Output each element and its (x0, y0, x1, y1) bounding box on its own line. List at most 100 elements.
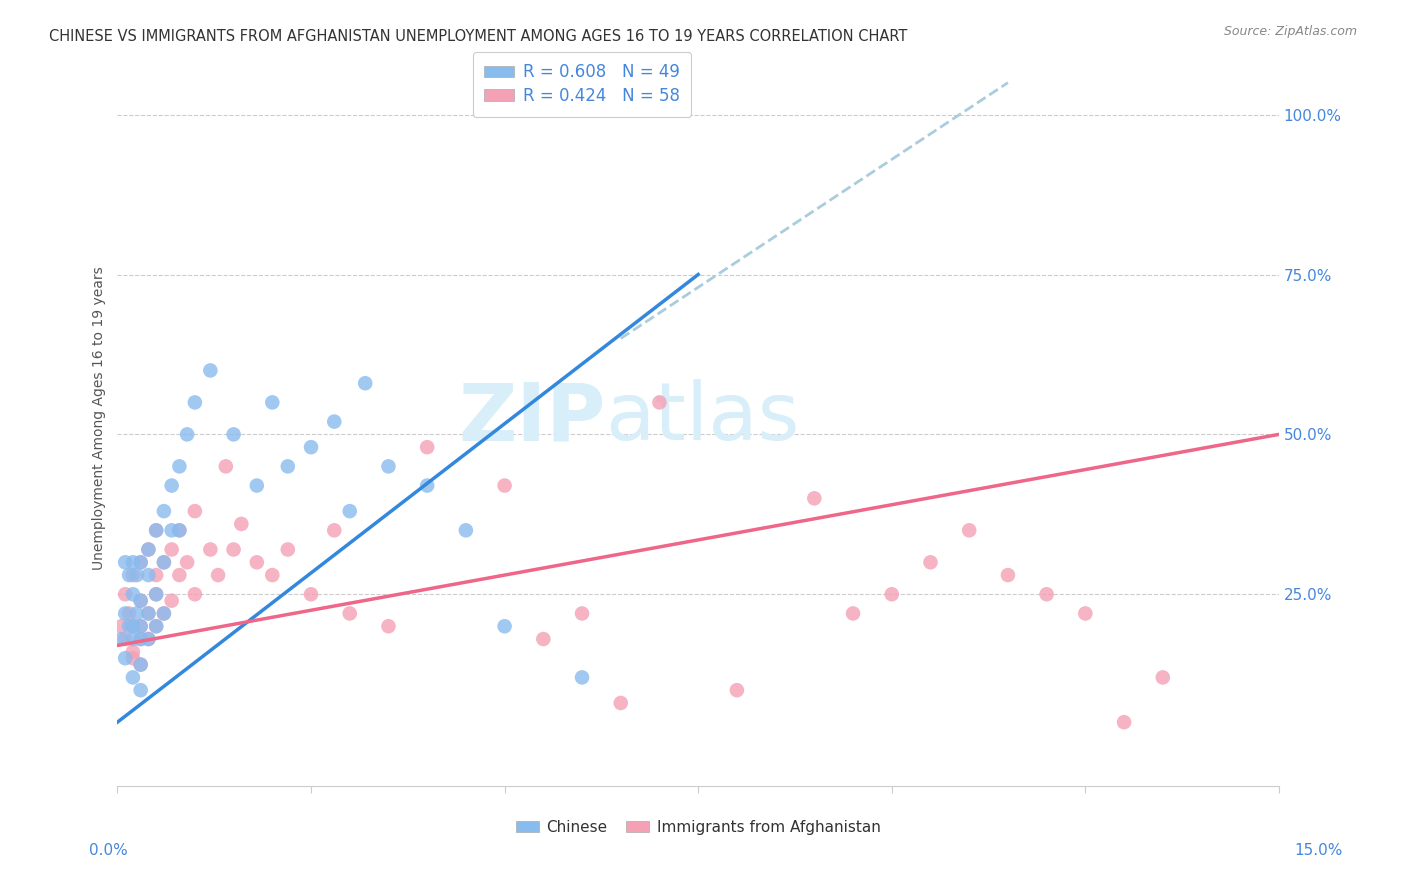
Point (277, 542, 299, 557)
Text: ZIP: ZIP (458, 379, 605, 458)
Point (129, 593, 152, 607)
Point (129, 619, 152, 633)
Point (129, 657, 152, 672)
Point (531, 632, 554, 646)
Point (920, 555, 942, 569)
Point (153, 607, 176, 621)
Point (377, 459, 399, 474)
Point (1112, 715, 1135, 730)
Point (138, 542, 160, 557)
Point (880, 587, 903, 601)
Text: atlas: atlas (605, 379, 800, 458)
Point (145, 524, 167, 538)
Point (129, 683, 152, 698)
Point (222, 427, 245, 442)
Point (803, 491, 825, 506)
Point (129, 632, 152, 646)
Point (176, 427, 198, 442)
Point (184, 504, 207, 518)
Point (160, 478, 183, 492)
Point (299, 440, 322, 454)
Point (153, 607, 176, 621)
Y-axis label: Unemployment Among Ages 16 to 19 years: Unemployment Among Ages 16 to 19 years (93, 267, 107, 570)
Point (842, 607, 865, 621)
Point (262, 568, 284, 582)
Point (138, 632, 160, 646)
Point (169, 568, 191, 582)
Point (339, 607, 361, 621)
Point (416, 478, 439, 492)
Text: 0.0%: 0.0% (89, 843, 128, 858)
Point (129, 619, 152, 633)
Point (138, 542, 160, 557)
Point (957, 524, 980, 538)
Point (354, 376, 377, 391)
Point (160, 524, 183, 538)
Point (122, 619, 145, 633)
Point (246, 555, 269, 569)
Text: 15.0%: 15.0% (1295, 843, 1343, 858)
Point (110, 619, 132, 633)
Point (145, 619, 167, 633)
Point (323, 524, 346, 538)
Point (114, 651, 136, 665)
Point (231, 516, 253, 531)
Text: Source: ZipAtlas.com: Source: ZipAtlas.com (1223, 25, 1357, 38)
Point (610, 696, 633, 710)
Point (145, 587, 167, 601)
Point (145, 568, 167, 582)
Point (129, 555, 152, 569)
Point (129, 632, 152, 646)
Point (571, 607, 593, 621)
Point (114, 555, 136, 569)
Point (110, 632, 132, 646)
Point (122, 619, 145, 633)
Point (114, 607, 136, 621)
Point (184, 395, 207, 409)
Text: CHINESE VS IMMIGRANTS FROM AFGHANISTAN UNEMPLOYMENT AMONG AGES 16 TO 19 YEARS CO: CHINESE VS IMMIGRANTS FROM AFGHANISTAN U… (49, 29, 908, 44)
Point (200, 363, 222, 377)
Point (160, 593, 183, 607)
Point (200, 542, 222, 557)
Point (339, 504, 361, 518)
Point (153, 504, 176, 518)
Point (176, 555, 198, 569)
Point (299, 587, 322, 601)
Point (138, 568, 160, 582)
Point (122, 632, 145, 646)
Point (571, 670, 593, 684)
Point (1074, 607, 1097, 621)
Point (648, 395, 671, 409)
Point (169, 524, 191, 538)
Point (129, 593, 152, 607)
Point (1035, 587, 1057, 601)
Point (145, 524, 167, 538)
Point (207, 568, 229, 582)
Point (153, 555, 176, 569)
Point (169, 524, 191, 538)
Point (129, 657, 152, 672)
Point (125, 568, 148, 582)
Point (222, 542, 245, 557)
Point (122, 587, 145, 601)
Point (277, 459, 299, 474)
Point (494, 478, 516, 492)
Point (416, 440, 439, 454)
Legend: Chinese, Immigrants from Afghanistan: Chinese, Immigrants from Afghanistan (510, 814, 887, 841)
Point (145, 619, 167, 633)
Point (125, 607, 148, 621)
Point (114, 632, 136, 646)
Point (138, 632, 160, 646)
Point (138, 607, 160, 621)
Point (184, 587, 207, 601)
Point (454, 524, 477, 538)
Point (118, 568, 141, 582)
Point (246, 478, 269, 492)
Point (215, 459, 238, 474)
Point (118, 619, 141, 633)
Point (323, 415, 346, 429)
Point (494, 619, 516, 633)
Point (122, 670, 145, 684)
Point (122, 555, 145, 569)
Point (138, 607, 160, 621)
